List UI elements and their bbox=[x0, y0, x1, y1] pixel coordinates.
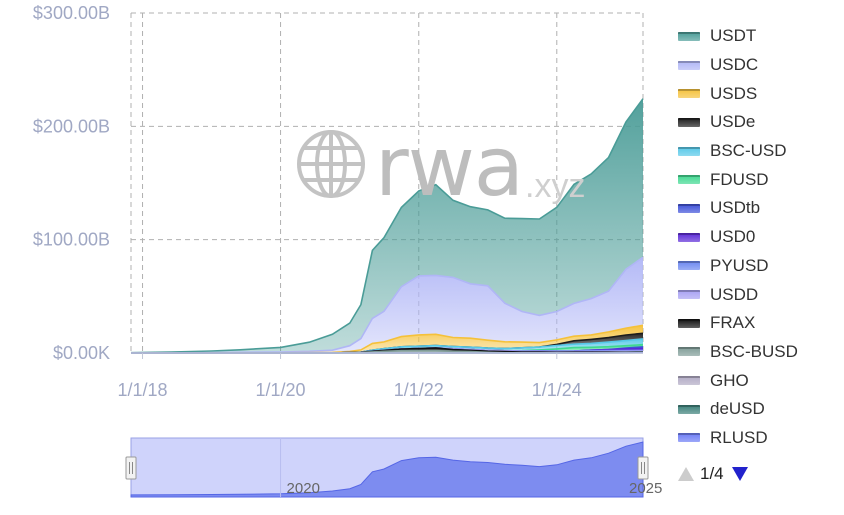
navigator-label: 2020 bbox=[287, 480, 320, 497]
legend-pager: 1/4 bbox=[678, 464, 748, 484]
legend-swatch bbox=[678, 117, 700, 127]
legend-swatch bbox=[678, 318, 700, 328]
series-line-usdc bbox=[130, 256, 644, 354]
legend-label: RLUSD bbox=[710, 427, 768, 447]
legend-swatch bbox=[678, 31, 700, 41]
legend-swatch bbox=[678, 290, 700, 300]
legend-swatch bbox=[678, 60, 700, 70]
legend-item-pyusd[interactable]: PYUSD bbox=[678, 252, 838, 281]
triangle-up-icon[interactable] bbox=[678, 467, 694, 481]
series-line-usdt bbox=[130, 98, 644, 354]
series-areas bbox=[130, 98, 644, 354]
legend-item-rlusd[interactable]: RLUSD bbox=[678, 424, 838, 453]
x-tick-label: 1/1/24 bbox=[532, 380, 582, 400]
y-tick-label: $200.00B bbox=[33, 116, 110, 136]
x-tick-label: 1/1/20 bbox=[256, 380, 306, 400]
legend-label: USDtb bbox=[710, 198, 761, 218]
legend-swatch bbox=[678, 433, 700, 443]
legend-item-deusd[interactable]: deUSD bbox=[678, 395, 838, 424]
legend-label: BSC-BUSD bbox=[710, 341, 798, 361]
legend-item-usds[interactable]: USDS bbox=[678, 79, 838, 108]
x-tick-label: 1/1/22 bbox=[394, 380, 444, 400]
triangle-down-icon[interactable] bbox=[731, 467, 748, 481]
navigator-handle-left[interactable] bbox=[125, 456, 137, 480]
range-navigator[interactable]: 2020 2025 bbox=[125, 437, 662, 498]
navigator-series bbox=[130, 441, 644, 498]
legend-swatch bbox=[678, 376, 700, 386]
legend-item-gho[interactable]: GHO bbox=[678, 366, 838, 395]
legend-item-bsc-usd[interactable]: BSC-USD bbox=[678, 137, 838, 166]
y-tick-label: $300.00B bbox=[33, 3, 110, 23]
legend-item-usdt[interactable]: USDT bbox=[678, 22, 838, 51]
legend-label: USDC bbox=[710, 55, 759, 75]
legend-label: USDD bbox=[710, 284, 759, 304]
legend-item-bsc-busd[interactable]: BSC-BUSD bbox=[678, 338, 838, 367]
legend-label: FDUSD bbox=[710, 169, 769, 189]
legend-item-fdusd[interactable]: FDUSD bbox=[678, 165, 838, 194]
y-tick-label: $0.00K bbox=[53, 343, 110, 363]
legend-label: USDS bbox=[710, 83, 758, 103]
legend-label: FRAX bbox=[710, 313, 756, 333]
legend-label: USDT bbox=[710, 26, 757, 46]
series-area-usdc[interactable] bbox=[131, 257, 643, 353]
grid bbox=[130, 12, 644, 354]
legend-item-usd0[interactable]: USD0 bbox=[678, 223, 838, 252]
series-area-usdt[interactable] bbox=[131, 98, 643, 353]
legend-swatch bbox=[678, 89, 700, 99]
legend-item-usdd[interactable]: USDD bbox=[678, 280, 838, 309]
legend-swatch bbox=[678, 175, 700, 185]
legend-swatch bbox=[678, 347, 700, 357]
navigator-label: 2025 bbox=[629, 480, 662, 497]
legend-item-usdtb[interactable]: USDtb bbox=[678, 194, 838, 223]
legend-item-usde[interactable]: USDe bbox=[678, 108, 838, 137]
legend-item-frax[interactable]: FRAX bbox=[678, 309, 838, 338]
legend-swatch bbox=[678, 203, 700, 213]
series-area-bsc-usd[interactable] bbox=[131, 338, 643, 353]
legend-swatch bbox=[678, 261, 700, 271]
chart-legend: USDT USDC USDS USDe BSC-USD FDUSD USDtb USD0 PYU… bbox=[678, 22, 838, 452]
series-area-usds[interactable] bbox=[131, 325, 643, 353]
y-tick-label: $100.00B bbox=[33, 230, 110, 250]
legend-label: PYUSD bbox=[710, 255, 769, 275]
legend-page-indicator: 1/4 bbox=[700, 464, 724, 483]
x-tick-label: 1/1/18 bbox=[118, 380, 168, 400]
legend-label: USD0 bbox=[710, 227, 756, 247]
legend-swatch bbox=[678, 404, 700, 414]
navigator-handle-right[interactable] bbox=[637, 456, 649, 480]
legend-label: deUSD bbox=[710, 399, 765, 419]
legend-label: GHO bbox=[710, 370, 749, 390]
legend-label: USDe bbox=[710, 112, 756, 132]
legend-label: BSC-USD bbox=[710, 141, 787, 161]
legend-swatch bbox=[678, 146, 700, 156]
legend-item-usdc[interactable]: USDC bbox=[678, 51, 838, 80]
legend-swatch bbox=[678, 232, 700, 242]
